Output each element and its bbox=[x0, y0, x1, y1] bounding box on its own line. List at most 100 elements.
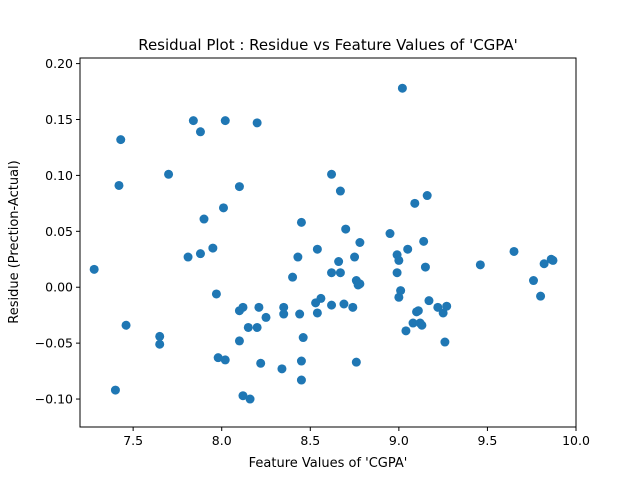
data-point bbox=[188, 116, 198, 126]
data-point bbox=[312, 244, 322, 254]
data-point bbox=[316, 293, 326, 303]
data-point bbox=[327, 169, 337, 179]
data-point bbox=[211, 289, 221, 299]
data-point bbox=[422, 191, 432, 201]
data-point bbox=[433, 302, 443, 312]
x-tick-label: 10.0 bbox=[562, 433, 590, 448]
data-point bbox=[348, 302, 358, 312]
data-point bbox=[335, 186, 345, 196]
data-point bbox=[312, 308, 322, 318]
data-point bbox=[279, 309, 289, 319]
data-point bbox=[355, 238, 365, 247]
data-point bbox=[394, 255, 404, 265]
y-axis-label: Residue (Prection-Actual) bbox=[7, 160, 22, 323]
data-point bbox=[234, 182, 244, 192]
y-tick-label: 0.00 bbox=[45, 280, 73, 295]
data-point bbox=[334, 257, 344, 267]
data-point bbox=[350, 252, 360, 262]
data-point bbox=[417, 320, 427, 330]
data-point bbox=[397, 83, 407, 93]
data-point bbox=[419, 236, 429, 246]
data-point bbox=[243, 322, 253, 332]
data-point bbox=[296, 217, 306, 227]
data-point bbox=[89, 264, 99, 274]
y-axis-ticks: −0.10 −0.05 0.00 0.05 0.10 0.15 0.20 bbox=[35, 56, 80, 407]
data-point bbox=[341, 224, 351, 234]
data-point bbox=[234, 336, 244, 346]
data-point bbox=[238, 302, 248, 312]
data-point bbox=[220, 355, 230, 365]
data-point bbox=[403, 244, 413, 254]
data-point bbox=[327, 268, 337, 278]
data-point bbox=[509, 246, 519, 256]
data-point bbox=[213, 353, 223, 363]
chart-title: Residual Plot : Residue vs Feature Value… bbox=[138, 36, 518, 54]
data-point bbox=[296, 375, 306, 385]
data-point bbox=[355, 279, 365, 289]
data-point bbox=[288, 272, 298, 282]
data-point bbox=[410, 198, 420, 208]
x-tick-label: 9.5 bbox=[477, 433, 497, 448]
data-points bbox=[89, 83, 558, 404]
data-point bbox=[420, 262, 430, 272]
y-tick-label: −0.05 bbox=[35, 336, 73, 351]
data-point bbox=[199, 214, 209, 224]
x-axis-ticks: 7.5 8.0 8.5 9.0 9.5 10.0 bbox=[123, 427, 590, 448]
data-point bbox=[245, 394, 255, 404]
data-point bbox=[218, 203, 228, 213]
data-point bbox=[279, 302, 289, 312]
data-point bbox=[114, 180, 124, 190]
data-point bbox=[277, 364, 287, 374]
data-point bbox=[327, 300, 337, 310]
data-point bbox=[238, 391, 248, 401]
data-point bbox=[261, 312, 271, 322]
data-point bbox=[438, 308, 448, 318]
data-point bbox=[298, 333, 308, 343]
data-point bbox=[385, 229, 395, 239]
data-point bbox=[339, 299, 349, 309]
data-point bbox=[208, 243, 218, 253]
data-point bbox=[121, 320, 131, 330]
data-point bbox=[536, 291, 546, 301]
y-tick-label: −0.10 bbox=[35, 392, 73, 407]
data-point bbox=[195, 127, 205, 137]
y-tick-label: 0.10 bbox=[45, 168, 73, 183]
data-point bbox=[252, 118, 262, 128]
x-tick-label: 9.0 bbox=[389, 433, 409, 448]
data-point bbox=[396, 286, 406, 296]
data-point bbox=[475, 260, 485, 270]
y-tick-label: 0.05 bbox=[45, 224, 73, 239]
x-tick-label: 8.5 bbox=[300, 433, 320, 448]
data-point bbox=[116, 135, 126, 145]
data-point bbox=[392, 268, 402, 278]
data-point bbox=[220, 116, 230, 126]
data-point bbox=[408, 318, 418, 328]
data-point bbox=[548, 255, 558, 265]
data-point bbox=[164, 169, 174, 179]
y-tick-label: 0.20 bbox=[45, 56, 73, 71]
x-axis-label: Feature Values of 'CGPA' bbox=[249, 456, 408, 471]
y-tick-label: 0.15 bbox=[45, 112, 73, 127]
data-point bbox=[401, 326, 411, 336]
data-point bbox=[256, 358, 266, 368]
data-point bbox=[351, 357, 361, 367]
data-point bbox=[528, 276, 538, 286]
data-point bbox=[539, 259, 549, 269]
axes-frame bbox=[79, 57, 577, 428]
data-point bbox=[183, 252, 193, 262]
data-point bbox=[442, 301, 452, 311]
data-point bbox=[155, 339, 165, 349]
data-point bbox=[440, 337, 450, 347]
data-point bbox=[110, 385, 120, 395]
data-point bbox=[335, 268, 345, 278]
x-tick-label: 8.0 bbox=[212, 433, 232, 448]
x-tick-label: 7.5 bbox=[123, 433, 143, 448]
data-point bbox=[424, 296, 434, 306]
data-point bbox=[195, 249, 205, 259]
data-point bbox=[254, 302, 264, 312]
data-point bbox=[413, 306, 423, 316]
data-point bbox=[155, 331, 165, 341]
data-point bbox=[295, 309, 305, 319]
